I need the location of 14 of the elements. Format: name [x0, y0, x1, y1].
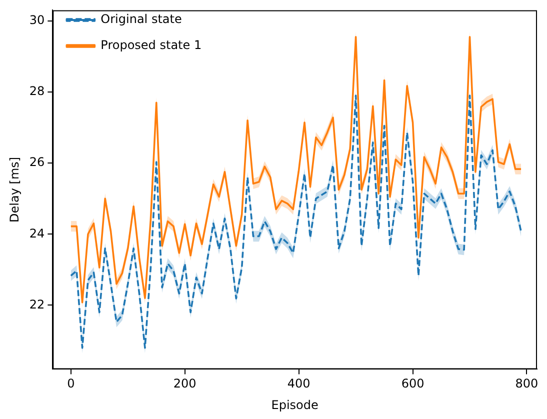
y-tick-label: 30	[29, 12, 45, 27]
y-axis-title: Delay [ms]	[7, 156, 22, 222]
y-tick-label: 26	[29, 155, 45, 170]
legend-label: Proposed state 1	[100, 38, 202, 52]
legend-label: Original state	[100, 12, 182, 26]
y-tick-label: 28	[29, 84, 45, 98]
x-tick-label: 0	[67, 376, 75, 391]
x-tick-label: 200	[173, 376, 196, 391]
y-tick-label: 24	[29, 226, 45, 240]
x-tick-label: 800	[515, 376, 538, 391]
y-tick-label: 22	[29, 297, 45, 312]
x-axis-title: Episode	[271, 398, 318, 412]
x-tick-label: 400	[287, 376, 310, 391]
x-tick-label: 600	[401, 376, 424, 391]
